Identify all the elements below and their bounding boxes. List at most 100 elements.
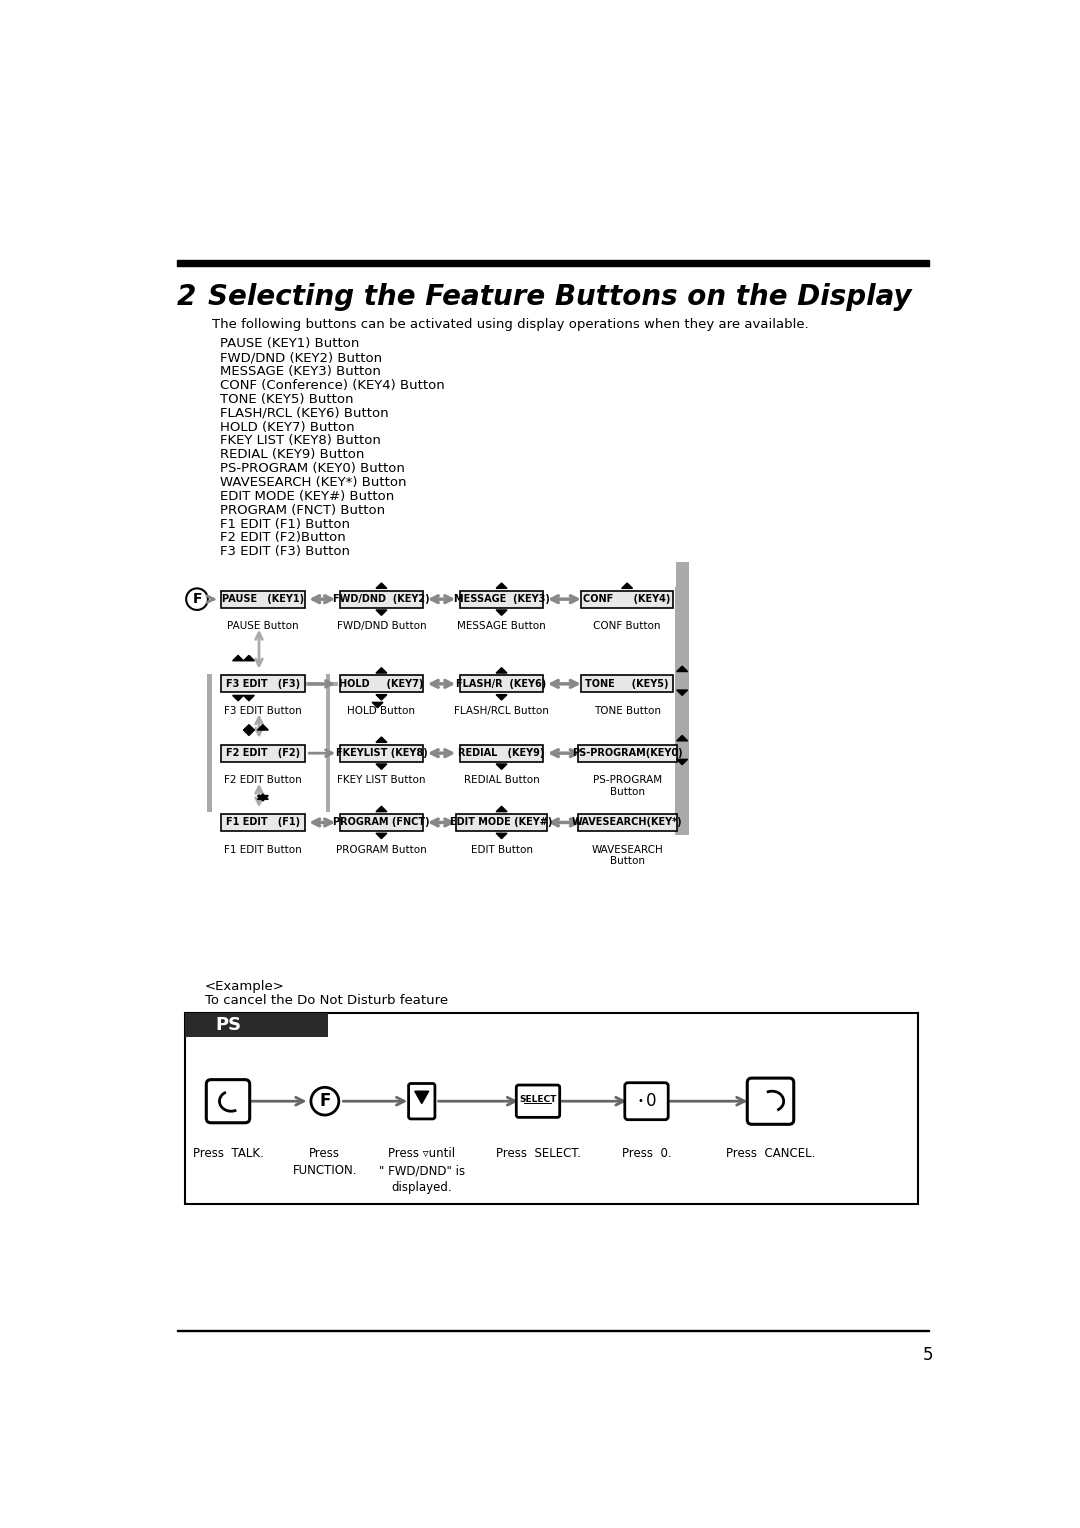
Bar (221, 675, 305, 692)
Text: PROGRAM (FNCT) Button: PROGRAM (FNCT) Button (220, 504, 386, 516)
Text: FWD/DND (KEY2) Button: FWD/DND (KEY2) Button (220, 351, 382, 364)
Polygon shape (677, 666, 688, 671)
Polygon shape (243, 730, 255, 735)
Polygon shape (677, 691, 688, 695)
Bar (581, 591, 673, 608)
Polygon shape (376, 584, 387, 588)
Text: PS-PROGRAM (KEY0) Button: PS-PROGRAM (KEY0) Button (220, 461, 405, 475)
Text: WAVESEARCH
Button: WAVESEARCH Button (591, 845, 663, 866)
Bar (221, 744, 305, 761)
Bar (676, 562, 689, 587)
Text: 5: 5 (922, 1346, 933, 1365)
Text: CONF Button: CONF Button (593, 622, 661, 631)
Text: To cancel the Do Not Disturb feature: To cancel the Do Not Disturb feature (205, 995, 448, 1007)
Text: PS-PROGRAM(KEY0): PS-PROGRAM(KEY0) (571, 749, 683, 758)
Text: TONE     (KEY5): TONE (KEY5) (585, 678, 669, 689)
FancyBboxPatch shape (206, 1080, 249, 1123)
Bar (578, 814, 677, 831)
Polygon shape (373, 703, 383, 707)
Text: SELECT: SELECT (519, 1096, 556, 1105)
Text: Press ▿until
" FWD/DND" is
displayed.: Press ▿until " FWD/DND" is displayed. (379, 1148, 464, 1195)
Text: Press  TALK.: Press TALK. (192, 1148, 264, 1160)
Polygon shape (376, 764, 387, 769)
Text: PAUSE   (KEY1): PAUSE (KEY1) (221, 594, 303, 604)
FancyBboxPatch shape (747, 1079, 794, 1125)
Circle shape (311, 1088, 339, 1115)
Text: F3 EDIT (F3) Button: F3 EDIT (F3) Button (220, 545, 350, 558)
Bar (675, 587, 689, 834)
Text: Press  0.: Press 0. (622, 1148, 672, 1160)
Bar (177, 260, 929, 266)
Bar (460, 591, 543, 608)
Text: F3 EDIT Button: F3 EDIT Button (224, 706, 301, 717)
FancyBboxPatch shape (516, 1085, 559, 1117)
Text: PROGRAM Button: PROGRAM Button (336, 845, 427, 854)
Polygon shape (232, 656, 243, 660)
Text: 2: 2 (177, 284, 197, 312)
Text: TONE Button: TONE Button (594, 706, 661, 717)
Bar (676, 721, 689, 743)
Text: F1 EDIT   (F1): F1 EDIT (F1) (226, 817, 300, 828)
Polygon shape (257, 796, 268, 801)
Text: F: F (320, 1093, 330, 1111)
Text: PAUSE Button: PAUSE Button (227, 622, 299, 631)
Text: CONF      (KEY4): CONF (KEY4) (583, 594, 671, 604)
Text: MESSAGE (KEY3) Button: MESSAGE (KEY3) Button (220, 365, 381, 377)
Text: FKEY LIST (KEY8) Button: FKEY LIST (KEY8) Button (220, 434, 381, 448)
Text: FKEYLIST (KEY8): FKEYLIST (KEY8) (336, 749, 428, 758)
Text: EDIT MODE (KEY#): EDIT MODE (KEY#) (450, 817, 553, 828)
Text: CONF (Conference) (KEY4) Button: CONF (Conference) (KEY4) Button (220, 379, 445, 393)
Polygon shape (243, 724, 255, 730)
Bar (460, 675, 543, 692)
Bar (221, 591, 305, 608)
Polygon shape (243, 656, 255, 660)
Polygon shape (376, 807, 387, 811)
Polygon shape (257, 724, 268, 730)
Text: REDIAL (KEY9) Button: REDIAL (KEY9) Button (220, 448, 365, 461)
Bar (581, 675, 673, 692)
Text: F1 EDIT (F1) Button: F1 EDIT (F1) Button (220, 518, 350, 530)
Text: F1 EDIT Button: F1 EDIT Button (224, 845, 301, 854)
Text: FLASH/RCL Button: FLASH/RCL Button (454, 706, 549, 717)
Text: FLASH/R  (KEY6): FLASH/R (KEY6) (457, 678, 546, 689)
Polygon shape (243, 695, 255, 701)
Polygon shape (496, 584, 507, 588)
Text: F2 EDIT Button: F2 EDIT Button (224, 776, 301, 785)
Text: REDIAL   (KEY9): REDIAL (KEY9) (458, 749, 544, 758)
FancyBboxPatch shape (625, 1083, 669, 1120)
Text: FLASH/RCL (KEY6) Button: FLASH/RCL (KEY6) Button (220, 406, 389, 420)
Text: Press
FUNCTION.: Press FUNCTION. (293, 1148, 357, 1178)
FancyBboxPatch shape (408, 1083, 435, 1118)
Text: WAVESEARCH(KEY*): WAVESEARCH(KEY*) (571, 817, 683, 828)
Bar (339, 675, 423, 692)
Text: PROGRAM (FNCT): PROGRAM (FNCT) (333, 817, 430, 828)
Text: MESSAGE Button: MESSAGE Button (457, 622, 546, 631)
Bar (185, 1013, 918, 1204)
Bar (456, 814, 548, 831)
Bar (339, 814, 423, 831)
Polygon shape (376, 668, 387, 672)
Text: HOLD Button: HOLD Button (348, 706, 416, 717)
Circle shape (186, 588, 207, 610)
Polygon shape (496, 610, 507, 616)
Bar (221, 814, 305, 831)
Text: FWD/DND Button: FWD/DND Button (337, 622, 427, 631)
Polygon shape (677, 759, 688, 764)
Polygon shape (496, 695, 507, 700)
Text: F3 EDIT   (F3): F3 EDIT (F3) (226, 678, 300, 689)
Bar (307, 681, 338, 686)
Text: FWD/DND  (KEY2): FWD/DND (KEY2) (333, 594, 430, 604)
Text: REDIAL Button: REDIAL Button (463, 776, 539, 785)
Text: 0: 0 (646, 1093, 657, 1111)
Text: Press  CANCEL.: Press CANCEL. (726, 1148, 815, 1160)
Polygon shape (677, 735, 688, 741)
Text: EDIT Button: EDIT Button (471, 845, 532, 854)
Text: PS: PS (216, 1016, 242, 1034)
Polygon shape (376, 833, 387, 839)
Bar (185, 1013, 328, 1038)
Text: Press  SELECT.: Press SELECT. (496, 1148, 581, 1160)
Polygon shape (376, 736, 387, 743)
Text: FKEY LIST Button: FKEY LIST Button (337, 776, 426, 785)
Bar (326, 674, 330, 813)
Bar (339, 744, 423, 761)
